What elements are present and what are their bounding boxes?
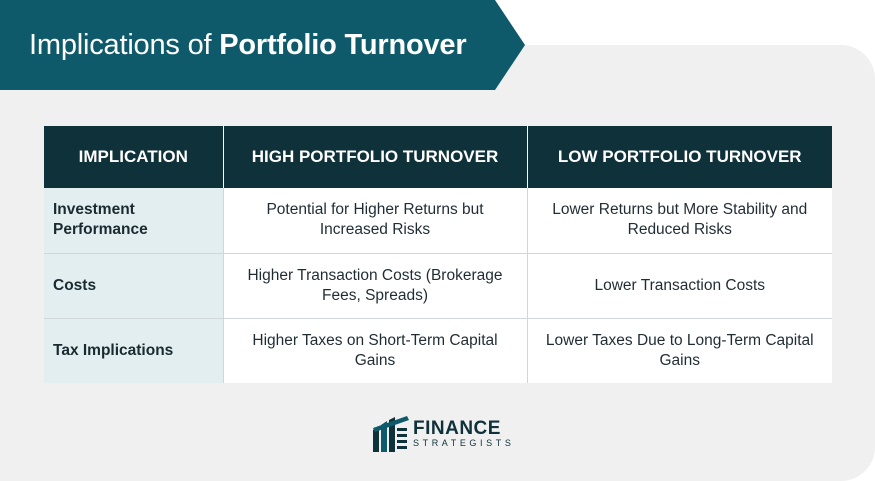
low-turnover-cell: Lower Transaction Costs (527, 252, 832, 318)
table-row: Investment Performance Potential for Hig… (44, 188, 832, 253)
high-turnover-cell: Higher Transaction Costs (Brokerage Fees… (223, 252, 528, 318)
logo-wordmark-line2: STRATEGISTS (413, 437, 515, 448)
table-header-row: IMPLICATION HIGH PORTFOLIO TURNOVER LOW … (44, 126, 832, 188)
low-turnover-cell: Lower Returns but More Stability and Red… (527, 188, 832, 253)
high-turnover-cell: Potential for Higher Returns but Increas… (223, 188, 528, 253)
row-label: Tax Implications (44, 317, 224, 383)
comparison-table: IMPLICATION HIGH PORTFOLIO TURNOVER LOW … (44, 126, 832, 383)
title-banner: Implications of Portfolio Turnover (0, 0, 525, 90)
column-header-low-turnover: LOW PORTFOLIO TURNOVER (527, 126, 832, 188)
title-bold: Portfolio Turnover (219, 28, 467, 61)
table-row: Tax Implications Higher Taxes on Short-T… (44, 317, 832, 383)
table-row: Costs Higher Transaction Costs (Brokerag… (44, 252, 832, 318)
row-label: Costs (44, 252, 224, 318)
logo-wordmark-line1: FINANCE (413, 417, 501, 439)
finance-strategists-logo: FINANCE STRATEGISTS (373, 414, 514, 454)
finance-strategists-logo-icon (373, 416, 409, 452)
title-prefix: Implications of (29, 28, 220, 61)
column-header-high-turnover: HIGH PORTFOLIO TURNOVER (223, 126, 528, 188)
column-header-implication: IMPLICATION (44, 126, 224, 188)
low-turnover-cell: Lower Taxes Due to Long-Term Capital Gai… (527, 317, 832, 383)
page-title: Implications of Portfolio Turnover (29, 28, 467, 62)
row-label: Investment Performance (44, 188, 224, 253)
high-turnover-cell: Higher Taxes on Short-Term Capital Gains (223, 317, 528, 383)
